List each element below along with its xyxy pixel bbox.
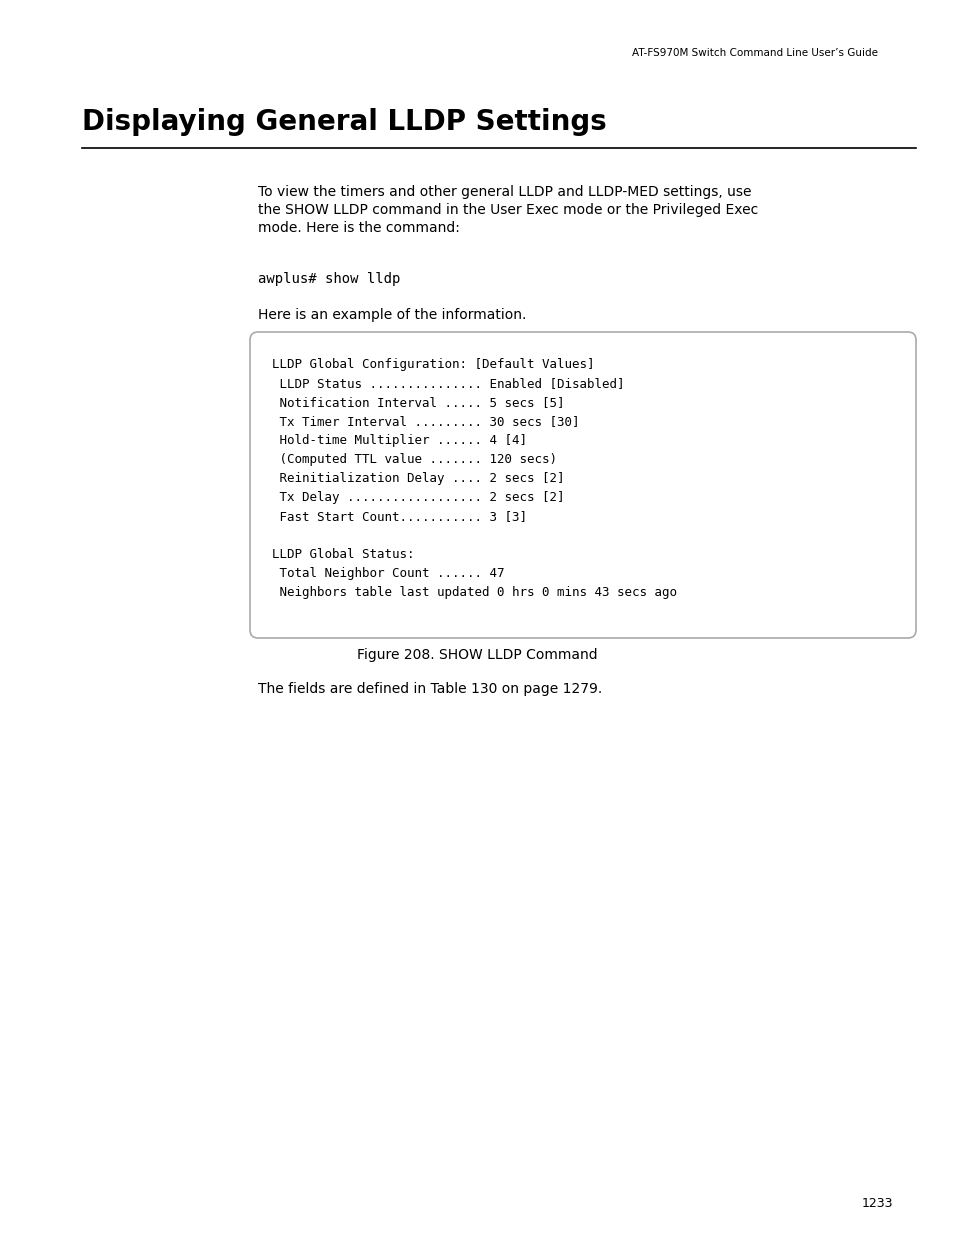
- Text: Notification Interval ..... 5 secs [5]: Notification Interval ..... 5 secs [5]: [272, 396, 564, 409]
- Text: mode. Here is the command:: mode. Here is the command:: [257, 221, 459, 235]
- Text: Tx Timer Interval ......... 30 secs [30]: Tx Timer Interval ......... 30 secs [30]: [272, 415, 578, 429]
- Text: LLDP Status ............... Enabled [Disabled]: LLDP Status ............... Enabled [Dis…: [272, 377, 624, 390]
- Text: the SHOW LLDP command in the User Exec mode or the Privileged Exec: the SHOW LLDP command in the User Exec m…: [257, 203, 758, 217]
- Text: AT-FS970M Switch Command Line User’s Guide: AT-FS970M Switch Command Line User’s Gui…: [631, 48, 877, 58]
- Text: awplus# show lldp: awplus# show lldp: [257, 272, 400, 287]
- Text: To view the timers and other general LLDP and LLDP-MED settings, use: To view the timers and other general LLD…: [257, 185, 751, 199]
- Text: LLDP Global Configuration: [Default Values]: LLDP Global Configuration: [Default Valu…: [272, 358, 594, 370]
- Text: Here is an example of the information.: Here is an example of the information.: [257, 308, 526, 322]
- Text: The fields are defined in Table 130 on page 1279.: The fields are defined in Table 130 on p…: [257, 682, 601, 697]
- Text: (Computed TTL value ....... 120 secs): (Computed TTL value ....... 120 secs): [272, 453, 557, 466]
- Text: 1233: 1233: [861, 1197, 892, 1210]
- FancyBboxPatch shape: [250, 332, 915, 638]
- Text: Total Neighbor Count ...... 47: Total Neighbor Count ...... 47: [272, 567, 504, 580]
- Text: Displaying General LLDP Settings: Displaying General LLDP Settings: [82, 107, 606, 136]
- Text: Neighbors table last updated 0 hrs 0 mins 43 secs ago: Neighbors table last updated 0 hrs 0 min…: [272, 585, 677, 599]
- Text: Tx Delay .................. 2 secs [2]: Tx Delay .................. 2 secs [2]: [272, 492, 564, 504]
- Text: Reinitialization Delay .... 2 secs [2]: Reinitialization Delay .... 2 secs [2]: [272, 472, 564, 485]
- Text: Fast Start Count........... 3 [3]: Fast Start Count........... 3 [3]: [272, 510, 526, 522]
- Text: Hold-time Multiplier ...... 4 [4]: Hold-time Multiplier ...... 4 [4]: [272, 433, 526, 447]
- Text: LLDP Global Status:: LLDP Global Status:: [272, 548, 414, 561]
- Text: Figure 208. SHOW LLDP Command: Figure 208. SHOW LLDP Command: [356, 648, 597, 662]
